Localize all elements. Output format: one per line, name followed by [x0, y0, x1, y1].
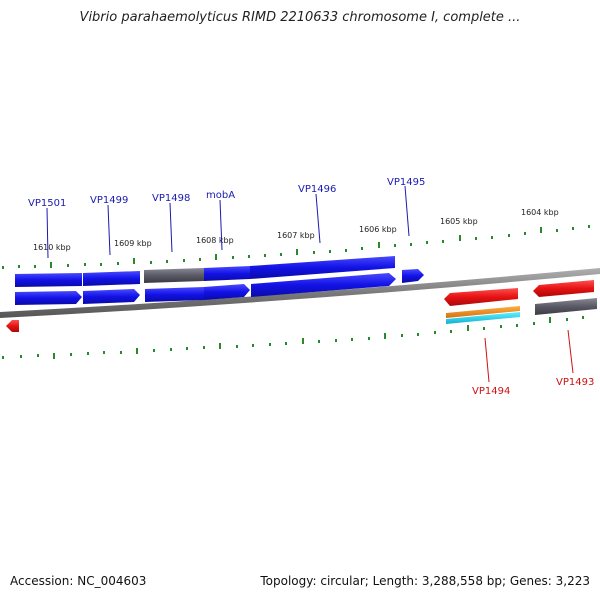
gene-vp1495-upper[interactable]: [402, 269, 424, 283]
gene-label-vp1494[interactable]: VP1494: [472, 386, 510, 397]
gene-vp1494-orange[interactable]: [446, 306, 520, 318]
tick-label-1606: 1606 kbp: [359, 225, 397, 234]
genome-summary-text: Topology: circular; Length: 3,288,558 bp…: [260, 574, 590, 588]
upper-tick-row: [2, 225, 590, 269]
gene-vp1496-upper[interactable]: [250, 256, 395, 279]
gene-label-vp1496[interactable]: VP1496: [298, 184, 336, 195]
gene-label-vp1493[interactable]: VP1493: [556, 377, 594, 388]
gene-label-vp1501[interactable]: VP1501: [28, 198, 66, 209]
accession-text: Accession: NC_004603: [10, 574, 147, 588]
tick-label-1605: 1605 kbp: [440, 217, 478, 226]
gene-vp1494-primary[interactable]: [444, 288, 518, 306]
tick-label-1607: 1607 kbp: [277, 231, 315, 240]
gene-label-moba[interactable]: mobA: [206, 190, 235, 201]
tick-label-1609: 1609 kbp: [114, 239, 152, 248]
label-leader-lines: [46, 185, 574, 383]
gene-edge-left[interactable]: [6, 320, 19, 332]
gene-label-vp1499[interactable]: VP1499: [90, 195, 128, 206]
tick-label-1608: 1608 kbp: [196, 236, 234, 245]
gene-vp1493-grey[interactable]: [535, 298, 597, 315]
gene-vp1498-lower[interactable]: [145, 287, 204, 302]
gene-label-vp1498[interactable]: VP1498: [152, 193, 190, 204]
gene-vp1499-upper[interactable]: [83, 271, 140, 286]
gene-label-vp1495[interactable]: VP1495: [387, 177, 425, 188]
map-title: Vibrio parahaemolyticus RIMD 2210633 chr…: [79, 10, 521, 25]
gene-vp1499-lower[interactable]: [83, 289, 140, 304]
gene-vp1501-upper[interactable]: [15, 273, 82, 287]
gene-vp1494-cyan[interactable]: [446, 312, 520, 324]
gene-vp1496-lower[interactable]: [251, 273, 396, 297]
tick-label-1610: 1610 kbp: [33, 243, 71, 252]
lower-tick-row: [2, 316, 584, 359]
gene-moba-lower[interactable]: [204, 284, 250, 300]
gene-vp1501-lower[interactable]: [15, 291, 82, 305]
gene-moba-upper[interactable]: [204, 266, 250, 281]
gene-vp1498-upper[interactable]: [144, 268, 204, 283]
gene-vp1493-primary[interactable]: [533, 280, 594, 297]
tick-label-1604: 1604 kbp: [521, 208, 559, 217]
